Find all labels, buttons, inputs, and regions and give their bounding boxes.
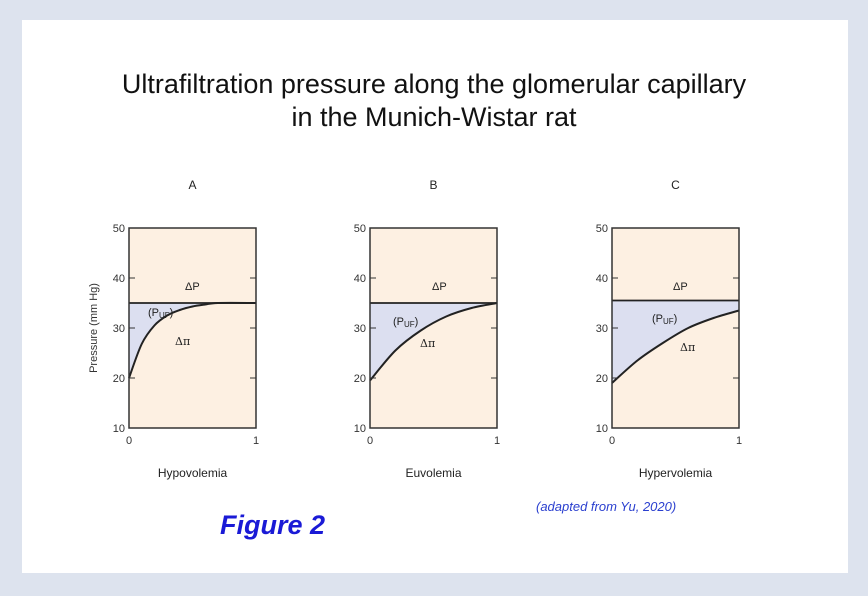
panel-a-letter: A <box>188 178 196 192</box>
citation: (adapted from Yu, 2020) <box>536 499 677 514</box>
panel-a-puf-area <box>129 302 256 378</box>
y-tick-label: 50 <box>596 223 608 235</box>
y-tick-label: 20 <box>354 373 366 385</box>
y-tick-label: 10 <box>596 423 608 435</box>
delta-p-label: ΔP <box>185 281 200 293</box>
y-tick-label: 20 <box>113 373 125 385</box>
delta-pi-label: Δπ <box>420 337 435 350</box>
x-tick-label: 0 <box>609 435 615 447</box>
panel-c-delta-pi-curve <box>611 309 740 384</box>
panel-b-puf-area <box>370 303 497 381</box>
slide-title: Ultrafiltration pressure along the glome… <box>0 68 868 134</box>
y-tick-label: 10 <box>113 423 125 435</box>
y-tick-label: 50 <box>354 223 366 235</box>
panel-a-xlabel: Hypovolemia <box>158 466 228 480</box>
title-line-1: Ultrafiltration pressure along the glome… <box>121 69 747 99</box>
delta-pi-label: Δπ <box>175 335 190 348</box>
y-tick-label: 30 <box>354 323 366 335</box>
x-tick-label: 1 <box>494 435 500 447</box>
puf-label: (PUF) <box>652 313 677 326</box>
panel-c-xlabel: Hypervolemia <box>639 466 713 480</box>
y-tick-label: 40 <box>354 273 366 285</box>
y-tick-label: 30 <box>596 323 608 335</box>
puf-label: (PUF) <box>393 316 418 329</box>
panel-b-xlabel: Euvolemia <box>405 466 461 480</box>
y-tick-label: 20 <box>596 373 608 385</box>
title-line-2: in the Munich-Wistar rat <box>291 102 577 132</box>
y-tick-label: 10 <box>354 423 366 435</box>
panel-b-delta-pi-curve <box>369 302 498 382</box>
x-tick-label: 1 <box>253 435 259 447</box>
delta-p-label: ΔP <box>673 281 688 293</box>
figure-label: Figure 2 <box>220 510 326 540</box>
x-tick-label: 0 <box>126 435 132 447</box>
x-tick-label: 1 <box>736 435 742 447</box>
y-tick-label: 40 <box>596 273 608 285</box>
panel-b-letter: B <box>429 178 437 192</box>
panel-c-puf-area <box>612 300 739 383</box>
y-axis-label: Pressure (mm Hg) <box>88 283 100 373</box>
panel-a-delta-pi-curve <box>128 301 257 379</box>
y-tick-label: 40 <box>113 273 125 285</box>
puf-label: (PUF) <box>148 307 173 320</box>
delta-p-label: ΔP <box>432 281 447 293</box>
x-tick-label: 0 <box>367 435 373 447</box>
y-tick-label: 30 <box>113 323 125 335</box>
panel-c-letter: C <box>671 178 680 192</box>
y-tick-label: 50 <box>113 223 125 235</box>
delta-pi-label: Δπ <box>680 341 695 354</box>
